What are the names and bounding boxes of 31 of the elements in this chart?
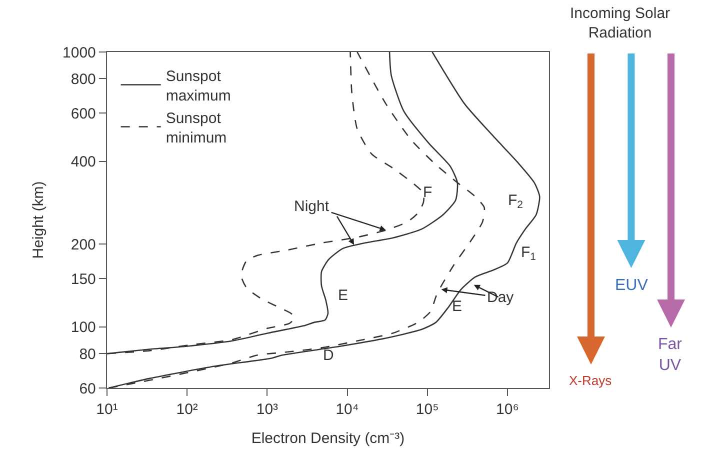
annotation: E	[338, 287, 348, 304]
y-tick-label: 80	[79, 346, 96, 363]
y-tick-label: 600	[70, 105, 96, 122]
text: Incoming Solar Radiation	[570, 5, 670, 42]
legend-label: Sunspot minimum	[166, 110, 227, 146]
x-tick-label: 10¹	[96, 401, 118, 418]
annotation: Night	[294, 198, 330, 215]
y-tick-label: 60	[79, 380, 96, 398]
annotation: F$_{2}$	[508, 192, 524, 212]
text: Far UV	[658, 336, 683, 374]
y-tick-label: 100	[70, 319, 96, 336]
y-tick-label: 400	[70, 154, 96, 171]
annotation: F	[423, 184, 432, 201]
x-tick-label: 10⁴	[336, 401, 359, 418]
annotation: E	[452, 298, 462, 315]
annotation: D	[323, 347, 334, 364]
x-tick-label: 10²	[176, 401, 198, 418]
x-tick-label: 10³	[256, 401, 278, 418]
y-tick-label: 150	[70, 270, 96, 288]
x-tick-label: 10⁵	[416, 401, 439, 418]
legend-label: Sunspot maximum	[166, 68, 231, 104]
y-tick-label: 800	[70, 70, 96, 88]
text: EUV	[615, 277, 648, 294]
text: X-Rays	[569, 373, 612, 388]
annotation: F$_{1}$	[521, 244, 536, 264]
y-axis-title: Height (km)	[30, 181, 47, 259]
x-tick-label: 10⁶	[496, 401, 519, 418]
x-axis-title: Electron Density (cm⁻³)	[251, 430, 405, 448]
y-tick-label: 200	[70, 236, 96, 254]
y-tick-label: 1000	[62, 44, 96, 62]
annotation: Day	[487, 289, 514, 306]
